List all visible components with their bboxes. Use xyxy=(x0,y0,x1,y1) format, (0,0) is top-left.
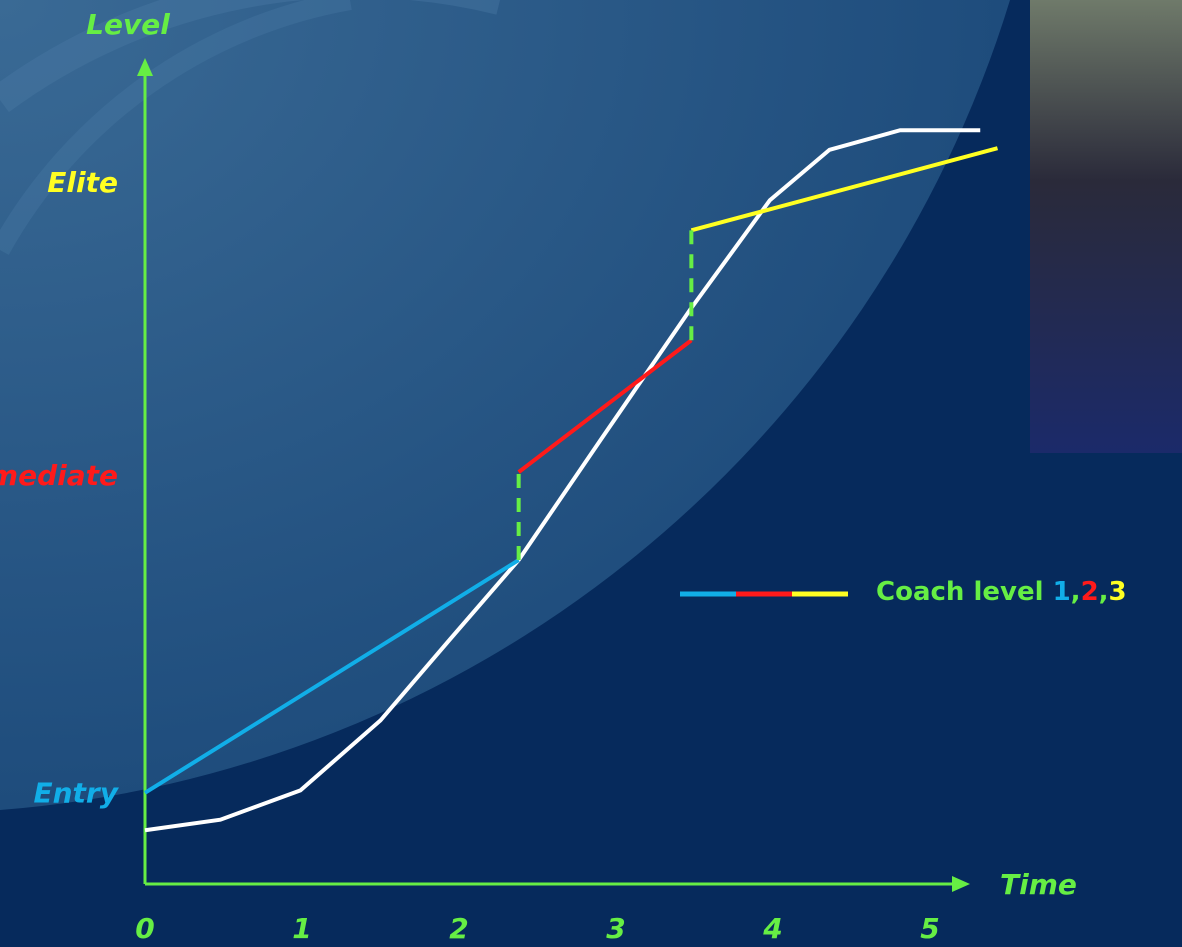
background-arc xyxy=(0,0,1010,810)
x-tick-label: 3 xyxy=(606,912,625,945)
x-tick-label: 5 xyxy=(920,912,939,945)
y-axis-label: Level xyxy=(86,8,170,41)
x-tick-label: 0 xyxy=(135,912,154,945)
y-axis-arrow xyxy=(137,58,153,76)
x-axis-arrow xyxy=(952,876,970,892)
legend-separator: , xyxy=(1071,577,1081,607)
x-tick-label: 1 xyxy=(292,912,311,945)
series-line xyxy=(517,338,693,474)
legend-label: Coach level xyxy=(876,577,1044,607)
legend: Coach level 1,2,3 xyxy=(876,577,1127,607)
legend-entry: 1 xyxy=(1053,577,1071,607)
legend-entry: 2 xyxy=(1081,577,1099,607)
series-line xyxy=(690,146,999,233)
photo xyxy=(1030,0,1182,453)
x-tick-label: 2 xyxy=(449,912,468,945)
chart: LevelTime012345EntryIntermediateEliteCoa… xyxy=(0,8,1127,945)
background-ring xyxy=(0,0,500,113)
legend-entry: 3 xyxy=(1109,577,1127,607)
background-ring xyxy=(0,0,352,255)
x-axis-label: Time xyxy=(1000,868,1077,901)
y-tick-label: Elite xyxy=(47,166,118,199)
series-line xyxy=(144,128,981,833)
y-tick-label: Intermediate xyxy=(0,459,118,492)
series-line xyxy=(143,558,520,795)
y-tick-label: Entry xyxy=(33,776,119,809)
legend-separator: , xyxy=(1099,577,1109,607)
x-tick-label: 4 xyxy=(762,912,782,945)
